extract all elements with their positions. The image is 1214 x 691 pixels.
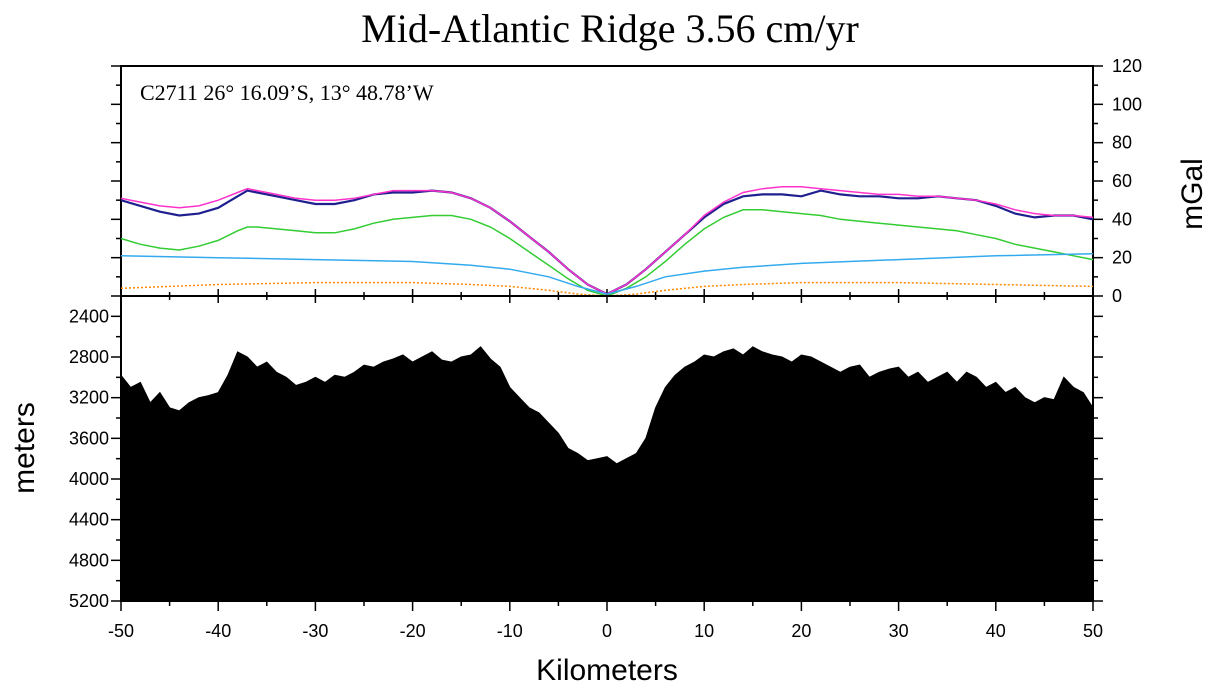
x-tick-label: -30	[302, 621, 328, 641]
x-tick-label: 50	[1083, 621, 1103, 641]
bathymetry-y-tick-label: 5200	[69, 591, 109, 611]
gravity-ticks: 0 20 40 60 80 100 120	[111, 56, 1142, 306]
x-tick-label: -10	[497, 621, 523, 641]
x-tick-label: -50	[108, 621, 134, 641]
x-tick-label: 20	[791, 621, 811, 641]
gravity-y-tick-label: 100	[1112, 94, 1142, 114]
bathymetry-y-tick-label: 3600	[69, 428, 109, 448]
x-tick-label: -40	[205, 621, 231, 641]
gravity-series-line	[120, 209, 1094, 297]
bathymetry-y-tick-label: 4400	[69, 510, 109, 530]
gravity-series-line	[120, 253, 1094, 295]
chart-title: Mid-Atlantic Ridge 3.56 cm/yr	[361, 6, 859, 51]
bathymetry-y-axis-label: meters	[8, 402, 41, 494]
gravity-y-tick-label: 20	[1112, 248, 1132, 268]
x-tick-label: 0	[602, 621, 612, 641]
bathymetry-y-tick-label: 4800	[69, 550, 109, 570]
bathymetry-y-tick-label: 2400	[69, 306, 109, 326]
x-tick-label: 10	[694, 621, 714, 641]
bathymetry-area	[120, 346, 1094, 602]
x-tick-label: -20	[400, 621, 426, 641]
x-tick-label: 40	[986, 621, 1006, 641]
x-axis-label: Kilometers	[536, 654, 678, 687]
gravity-series-line	[120, 186, 1094, 295]
gravity-y-tick-label: 0	[1112, 286, 1122, 306]
gravity-y-tick-label: 60	[1112, 171, 1132, 191]
gravity-y-tick-label: 120	[1112, 56, 1142, 76]
gravity-y-axis-label: mGal	[1176, 158, 1209, 230]
bathymetry-ticks: 2400 2800 3200 3600 4000 4400 4800 5200 -50 -40 -3…	[69, 296, 1103, 641]
gravity-y-tick-label: 80	[1112, 133, 1132, 153]
gravity-y-tick-label: 40	[1112, 209, 1132, 229]
bathymetry-panel: 2400 2800 3200 3600 4000 4400 4800 5200 -50 -40 -3…	[8, 295, 1103, 687]
bathymetry-fill-group	[120, 346, 1094, 602]
profile-label: C2711 26° 16.09’S, 13° 48.78’W	[140, 80, 434, 105]
bathymetry-y-tick-label: 3200	[69, 388, 109, 408]
gravity-panel: C2711 26° 16.09’S, 13° 48.78’W 0 20 40 60 80…	[111, 56, 1209, 306]
bathymetry-y-tick-label: 2800	[69, 347, 109, 367]
gravity-series	[120, 186, 1094, 297]
x-tick-label: 30	[889, 621, 909, 641]
gravity-series-line	[120, 189, 1094, 296]
bathymetry-y-tick-label: 4000	[69, 469, 109, 489]
